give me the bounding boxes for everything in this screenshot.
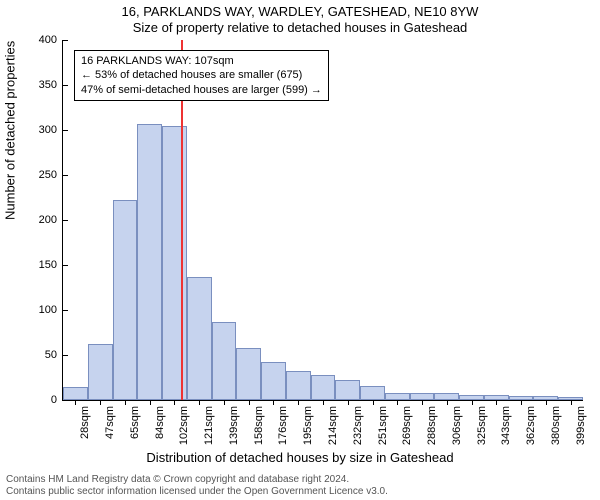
histogram-bar	[261, 362, 286, 400]
x-tick-mark	[422, 400, 423, 405]
annotation-line-3: 47% of semi-detached houses are larger (…	[81, 83, 322, 97]
x-tick-label: 102sqm	[178, 406, 190, 445]
y-axis-label: Number of detached properties	[3, 41, 18, 220]
annotation-box: 16 PARKLANDS WAY: 107sqm ← 53% of detach…	[74, 50, 329, 101]
footer-line-1: Contains HM Land Registry data © Crown c…	[6, 474, 594, 486]
histogram-bar	[113, 200, 138, 400]
y-tick: 50	[45, 349, 63, 361]
x-tick-label: 380sqm	[550, 406, 562, 445]
x-tick-label: 158sqm	[253, 406, 265, 445]
x-tick-label: 251sqm	[377, 406, 389, 445]
x-tick-mark	[174, 400, 175, 405]
x-tick-mark	[75, 400, 76, 405]
x-tick-mark	[348, 400, 349, 405]
x-tick-mark	[546, 400, 547, 405]
x-tick-label: 139sqm	[228, 406, 240, 445]
y-tick: 100	[39, 304, 63, 316]
x-tick-label: 176sqm	[277, 406, 289, 445]
histogram-bar	[385, 393, 410, 400]
x-tick-label: 47sqm	[104, 406, 116, 439]
x-tick-label: 214sqm	[327, 406, 339, 445]
x-tick-mark	[150, 400, 151, 405]
x-tick-label: 362sqm	[525, 406, 537, 445]
footer: Contains HM Land Registry data © Crown c…	[0, 474, 600, 498]
x-tick-mark	[125, 400, 126, 405]
x-tick-label: 325sqm	[476, 406, 488, 445]
title-line-1: 16, PARKLANDS WAY, WARDLEY, GATESHEAD, N…	[0, 4, 600, 19]
x-tick-mark	[273, 400, 274, 405]
histogram-bar	[137, 124, 162, 400]
footer-line-2: Contains public sector information licen…	[6, 486, 594, 498]
histogram-bar	[162, 126, 187, 401]
y-tick: 150	[39, 259, 63, 271]
histogram-bar	[410, 393, 435, 400]
histogram-bar	[187, 277, 212, 400]
histogram-bar	[212, 322, 237, 400]
x-tick-mark	[224, 400, 225, 405]
x-tick-label: 288sqm	[426, 406, 438, 445]
x-tick-label: 269sqm	[401, 406, 413, 445]
x-tick-mark	[571, 400, 572, 405]
x-tick-mark	[472, 400, 473, 405]
x-tick-mark	[521, 400, 522, 405]
annotation-line-2: ← 53% of detached houses are smaller (67…	[81, 68, 322, 82]
histogram-bar	[335, 380, 360, 400]
x-tick-label: 343sqm	[500, 406, 512, 445]
histogram-bar	[88, 344, 113, 400]
y-tick: 400	[39, 34, 63, 46]
x-tick-mark	[373, 400, 374, 405]
histogram-bar	[434, 393, 459, 400]
x-tick-mark	[199, 400, 200, 405]
x-tick-mark	[397, 400, 398, 405]
x-tick-label: 65sqm	[129, 406, 141, 439]
title-line-2: Size of property relative to detached ho…	[0, 20, 600, 35]
y-tick: 200	[39, 214, 63, 226]
x-tick-mark	[249, 400, 250, 405]
x-tick-label: 232sqm	[352, 406, 364, 445]
histogram-bar	[236, 348, 261, 400]
x-tick-label: 306sqm	[451, 406, 463, 445]
y-tick: 0	[51, 394, 63, 406]
x-tick-mark	[447, 400, 448, 405]
x-tick-label: 84sqm	[154, 406, 166, 439]
x-tick-label: 121sqm	[203, 406, 215, 445]
x-tick-mark	[100, 400, 101, 405]
x-tick-mark	[323, 400, 324, 405]
histogram-bar	[360, 386, 385, 400]
histogram-bar	[63, 387, 88, 400]
x-tick-label: 195sqm	[302, 406, 314, 445]
y-tick: 350	[39, 79, 63, 91]
y-tick: 250	[39, 169, 63, 181]
x-tick-label: 28sqm	[79, 406, 91, 439]
x-tick-label: 399sqm	[575, 406, 587, 445]
x-tick-mark	[496, 400, 497, 405]
x-tick-mark	[298, 400, 299, 405]
histogram-bar	[286, 371, 311, 400]
histogram-bar	[311, 375, 336, 400]
y-tick: 300	[39, 124, 63, 136]
annotation-line-1: 16 PARKLANDS WAY: 107sqm	[81, 54, 322, 68]
x-axis-label: Distribution of detached houses by size …	[0, 450, 600, 465]
